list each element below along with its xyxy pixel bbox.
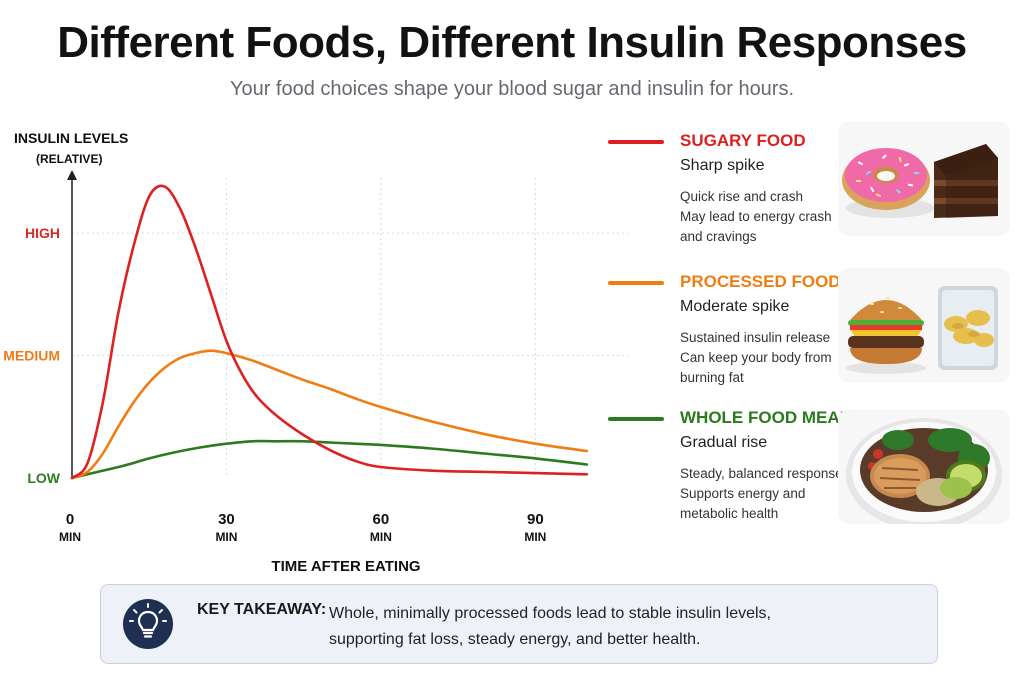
y-tick-label: LOW: [27, 470, 60, 486]
y-axis-label: (RELATIVE): [36, 152, 102, 166]
legend-swatch-sugary: [608, 140, 664, 144]
legend-name-whole: WHOLE FOOD MEAL: [680, 408, 850, 427]
x-tick-unit: MIN: [524, 530, 546, 544]
x-tick-unit: MIN: [59, 530, 81, 544]
lightbulb-icon: [123, 599, 173, 649]
legend-desc-line: Supports energy and: [680, 486, 806, 501]
legend-desc-sugary: Quick rise and crash May lead to energy …: [680, 187, 832, 247]
page-title: Different Foods, Different Insulin Respo…: [57, 18, 967, 67]
takeaway-line: supporting fat loss, steady energy, and …: [329, 631, 701, 648]
legend-desc-line: metabolic health: [680, 506, 779, 521]
x-axis-label: TIME AFTER EATING: [271, 558, 420, 575]
legend-swatch-whole: [608, 417, 664, 421]
takeaway-text: Whole, minimally processed foods lead to…: [329, 601, 771, 653]
legend-desc-line: Sustained insulin release: [680, 330, 831, 345]
page-subtitle: Your food choices shape your blood sugar…: [229, 78, 795, 100]
key-takeaway-box: KEY TAKEAWAY: Whole, minimally processed…: [100, 584, 938, 664]
food-image-donut-cake: [838, 122, 1010, 236]
food-image-burger-chips: [838, 268, 1010, 382]
x-tick-unit: MIN: [215, 530, 237, 544]
legend-swatch-processed: [608, 281, 664, 285]
legend-desc-line: Quick rise and crash: [680, 189, 804, 204]
insulin-chart: INSULIN LEVELS (RELATIVE) LOW MEDIUM HIGH 0 MI…: [3, 130, 628, 575]
legend-desc-line: and cravings: [680, 229, 757, 244]
x-tick-label: 0: [66, 511, 74, 528]
legend-headline-sugary: Sharp spike: [680, 157, 765, 174]
legend-desc-processed: Sustained insulin release Can keep your …: [680, 328, 832, 388]
x-tick-label: 90: [527, 511, 544, 528]
legend-desc-line: Can keep your body from: [680, 350, 832, 365]
legend-headline-whole: Gradual rise: [680, 434, 768, 451]
legend-desc-line: Steady, balanced response: [680, 466, 843, 481]
legend-desc-whole: Steady, balanced response Supports energ…: [680, 464, 843, 524]
legend-desc-line: burning fat: [680, 370, 744, 385]
x-tick-unit: MIN: [370, 530, 392, 544]
legend-headline-processed: Moderate spike: [680, 298, 790, 315]
x-tick-label: 30: [218, 511, 235, 528]
legend-desc-line: May lead to energy crash: [680, 209, 832, 224]
y-axis-arrow: [67, 170, 77, 180]
y-axis-label: INSULIN LEVELS: [14, 130, 128, 146]
legend-name-sugary: SUGARY FOOD: [680, 131, 806, 150]
series-line-sugary: [70, 184, 589, 480]
food-image-salad-bowl: [838, 410, 1010, 524]
series-line-processed: [70, 349, 589, 480]
takeaway-line: Whole, minimally processed foods lead to…: [329, 605, 771, 622]
series-line-whole: [70, 439, 589, 480]
takeaway-label: KEY TAKEAWAY:: [197, 601, 327, 618]
y-tick-label: HIGH: [25, 225, 60, 241]
x-tick-label: 60: [373, 511, 390, 528]
legend-name-processed: PROCESSED FOOD: [680, 272, 841, 291]
y-tick-label: MEDIUM: [3, 348, 60, 364]
